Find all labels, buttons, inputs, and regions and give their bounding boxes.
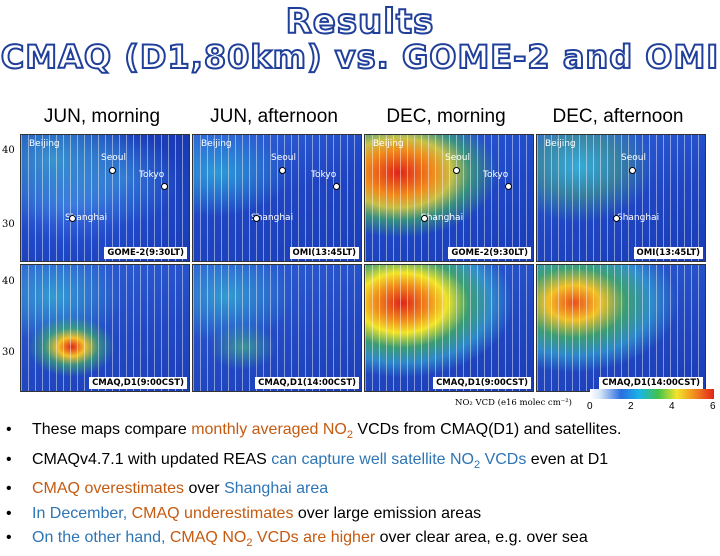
city-label: Seoul bbox=[271, 153, 296, 163]
city-label: Shanghai bbox=[617, 213, 660, 223]
bullet-list: These maps compare monthly averaged NO2 … bbox=[6, 418, 718, 556]
latitude-label: 40 bbox=[2, 276, 15, 287]
map-gome2-dec-morning: Beijing Seoul Tokyo Shanghai GOME-2(9:30… bbox=[364, 134, 534, 262]
slide-title: Results bbox=[285, 1, 435, 43]
bullet-item: These maps compare monthly averaged NO2 … bbox=[6, 418, 718, 448]
map-tag: CMAQ,D1(14:00CST) bbox=[599, 377, 703, 389]
city-label: Beijing bbox=[545, 139, 576, 149]
map-gome2-jun-morning: Beijing Seoul Tokyo Shanghai GOME-2(9:30… bbox=[20, 134, 190, 262]
city-label: Seoul bbox=[445, 153, 470, 163]
city-label: Beijing bbox=[201, 139, 232, 149]
map-tag: GOME-2(9:30LT) bbox=[448, 247, 531, 259]
map-cmaq-dec-afternoon: CMAQ,D1(14:00CST) bbox=[536, 264, 706, 392]
latitude-label: 40 bbox=[2, 145, 15, 156]
city-label: Tokyo bbox=[139, 170, 165, 180]
city-label: Tokyo bbox=[483, 170, 509, 180]
map-tag: CMAQ,D1(9:00CST) bbox=[89, 377, 187, 389]
city-label: Shanghai bbox=[251, 213, 294, 223]
column-label-dec-morning: DEC, morning bbox=[386, 106, 506, 127]
colorbar-tick: 0 bbox=[587, 401, 593, 412]
bullet-item: CMAQv4.7.1 with updated REAS can capture… bbox=[6, 448, 718, 478]
map-tag: CMAQ,D1(14:00CST) bbox=[255, 377, 359, 389]
latitude-label: 30 bbox=[2, 219, 15, 230]
map-tag: GOME-2(9:30LT) bbox=[104, 247, 187, 259]
city-label: Seoul bbox=[101, 153, 126, 163]
bullet-item: On the other hand, CMAQ NO2 VCDs are hig… bbox=[6, 526, 718, 556]
colorbar bbox=[590, 389, 714, 399]
city-label: Shanghai bbox=[421, 213, 464, 223]
city-label: Tokyo bbox=[311, 170, 337, 180]
bullet-item: In December, CMAQ underestimates over la… bbox=[6, 502, 718, 527]
map-tag: CMAQ,D1(9:00CST) bbox=[433, 377, 531, 389]
bullet-item: CMAQ overestimates over Shanghai area bbox=[6, 477, 718, 502]
colorbar-tick: 2 bbox=[628, 401, 634, 412]
city-label: Shanghai bbox=[65, 213, 108, 223]
column-label-jun-afternoon: JUN, afternoon bbox=[210, 106, 338, 127]
slide-subtitle: CMAQ (D1,80km) vs. GOME-2 and OMI bbox=[0, 37, 720, 77]
colorbar-label: NO₂ VCD (e16 molec cm⁻²) bbox=[455, 398, 572, 408]
column-label-jun-morning: JUN, morning bbox=[43, 106, 161, 127]
latitude-label: 30 bbox=[2, 347, 15, 358]
city-label: Seoul bbox=[621, 153, 646, 163]
map-tag: OMI(13:45LT) bbox=[633, 247, 703, 259]
map-cmaq-jun-morning: CMAQ,D1(9:00CST) bbox=[20, 264, 190, 392]
city-label: Beijing bbox=[29, 139, 60, 149]
colorbar-tick: 6 bbox=[710, 401, 716, 412]
column-label-dec-afternoon: DEC, afternoon bbox=[552, 106, 684, 127]
map-omi-jun-afternoon: Beijing Seoul Tokyo Shanghai OMI(13:45LT… bbox=[192, 134, 362, 262]
map-cmaq-jun-afternoon: CMAQ,D1(14:00CST) bbox=[192, 264, 362, 392]
map-omi-dec-afternoon: Beijing Seoul Shanghai OMI(13:45LT) bbox=[536, 134, 706, 262]
map-cmaq-dec-morning: CMAQ,D1(9:00CST) bbox=[364, 264, 534, 392]
colorbar-tick: 4 bbox=[669, 401, 675, 412]
city-label: Beijing bbox=[373, 139, 404, 149]
map-tag: OMI(13:45LT) bbox=[289, 247, 359, 259]
